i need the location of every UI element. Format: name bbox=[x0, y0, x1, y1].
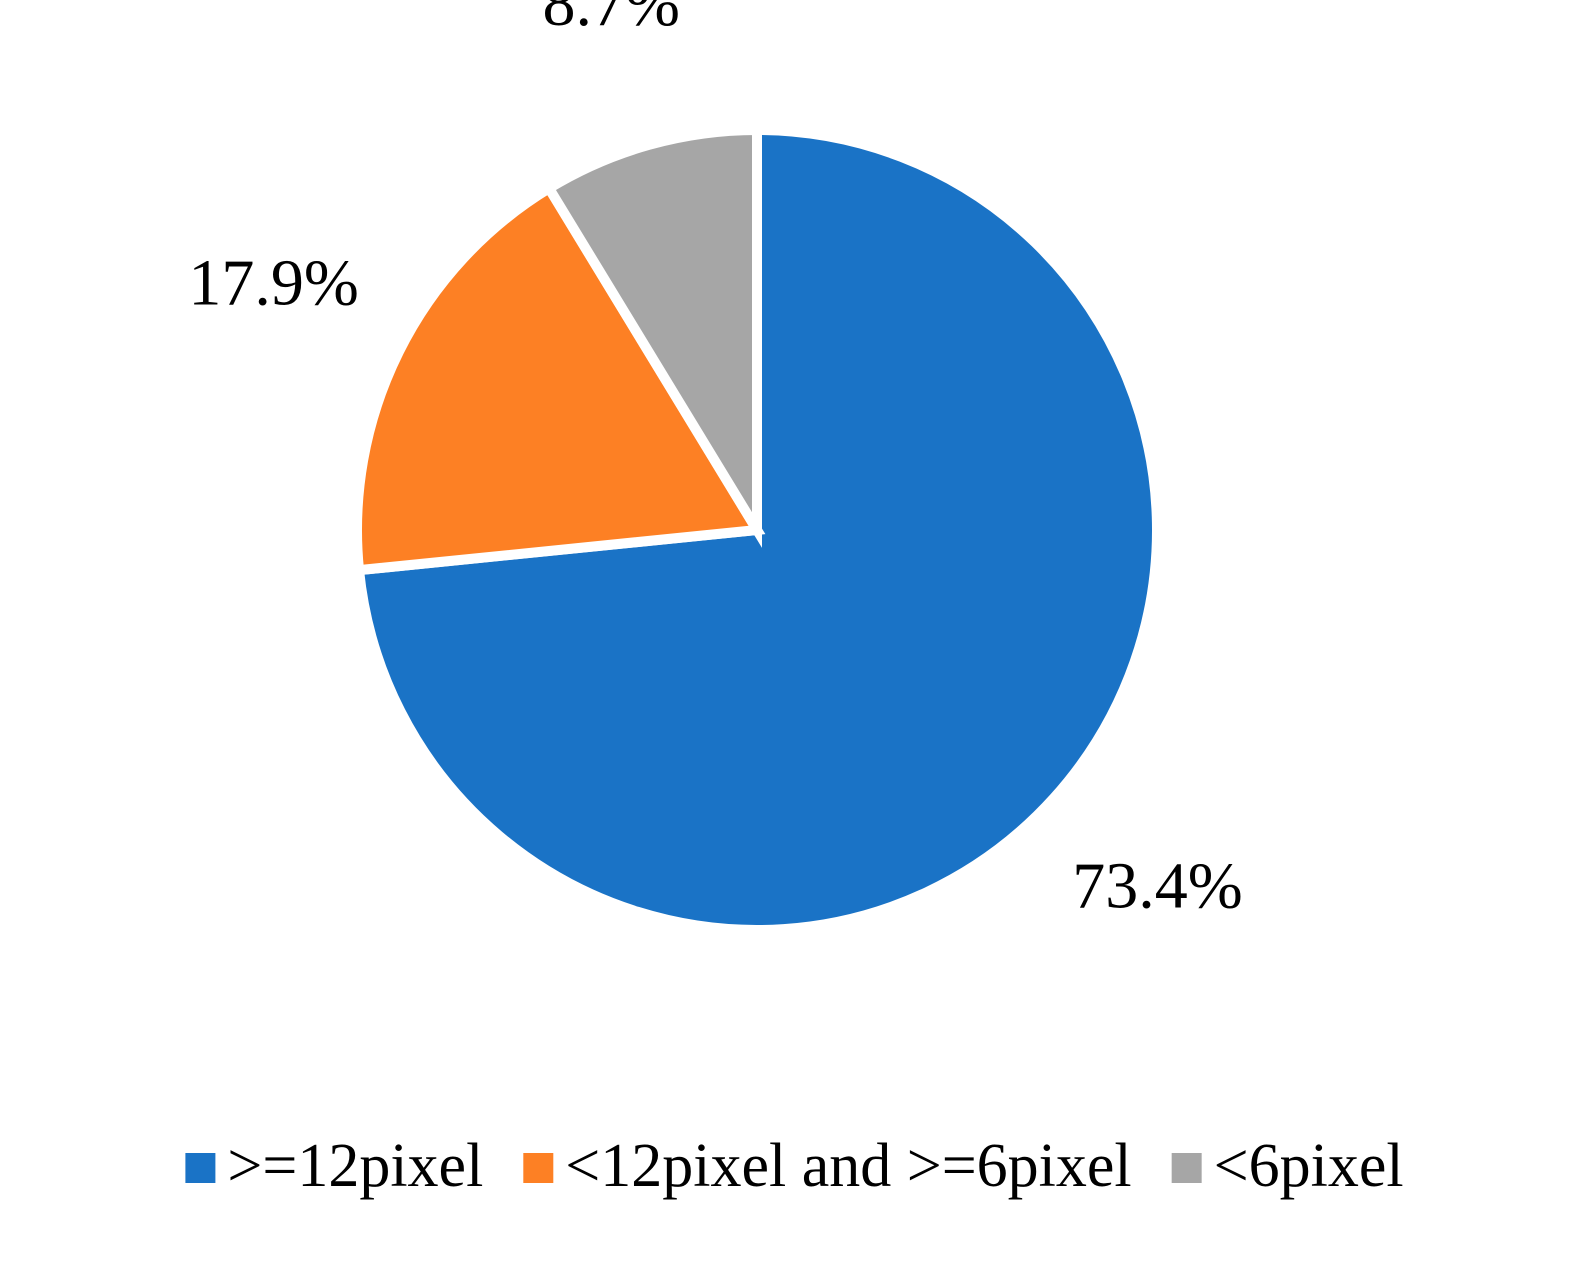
pie-slice bbox=[352, 181, 766, 576]
data-label: 73.4% bbox=[1072, 849, 1242, 922]
legend-swatch bbox=[1171, 1153, 1202, 1183]
pie-slice bbox=[542, 124, 762, 548]
legend: >=12pixel <12pixel and >=6pixel <6pixel bbox=[185, 1132, 1404, 1200]
data-labels: 73.4% 17.9% 8.7% bbox=[188, 0, 1242, 922]
data-label: 17.9% bbox=[188, 247, 358, 320]
legend-swatch bbox=[185, 1153, 216, 1183]
pie bbox=[352, 124, 1162, 935]
data-label: 8.7% bbox=[542, 0, 679, 40]
legend-label: <6pixel bbox=[1214, 1132, 1404, 1200]
legend-swatch bbox=[523, 1153, 554, 1183]
legend-label: <12pixel and >=6pixel bbox=[565, 1132, 1131, 1200]
legend-label: >=12pixel bbox=[227, 1132, 483, 1200]
